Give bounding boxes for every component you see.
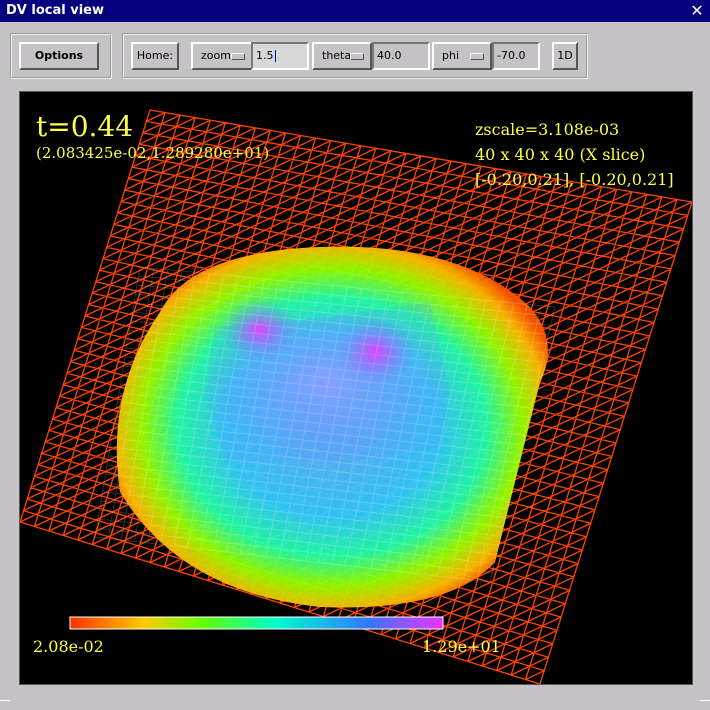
option-menu-indicator-icon bbox=[231, 53, 245, 60]
zscale-label: zscale=3.108e-03 bbox=[475, 120, 620, 139]
zoom-input[interactable]: 1.5 bbox=[251, 42, 309, 70]
theta-option-menu[interactable]: theta bbox=[312, 42, 372, 70]
resize-handle-left[interactable] bbox=[0, 700, 10, 709]
options-group bbox=[10, 33, 112, 79]
1d-button[interactable]: 1D bbox=[552, 42, 578, 70]
zoom-value: 1.5 bbox=[256, 49, 274, 62]
inner-mesh bbox=[94, 266, 556, 583]
resize-handle-right[interactable] bbox=[700, 700, 710, 709]
theta-value: 40.0 bbox=[377, 49, 402, 62]
window-titlebar: DV local view ✕ bbox=[0, 0, 710, 22]
range-label: (2.083425e-02,1.289280e+01) bbox=[36, 144, 270, 162]
window-title: DV local view bbox=[6, 3, 104, 18]
phi-label: phi bbox=[442, 49, 460, 62]
phi-value: -70.0 bbox=[497, 49, 526, 62]
render-viewport[interactable]: t=0.44 (2.083425e-02,1.289280e+01) zscal… bbox=[19, 91, 693, 685]
close-icon[interactable]: ✕ bbox=[690, 1, 704, 20]
option-menu-indicator-icon bbox=[470, 53, 484, 60]
grid-label: 40 x 40 x 40 (X slice) bbox=[475, 145, 646, 164]
time-label: t=0.44 bbox=[36, 110, 134, 143]
theta-label: theta bbox=[322, 49, 352, 62]
zoom-option-menu[interactable]: zoom bbox=[191, 42, 253, 70]
inner-mesh-lines bbox=[94, 266, 556, 583]
colorbar-min-label: 2.08e-02 bbox=[33, 637, 104, 656]
inner-surface bbox=[116, 246, 549, 608]
theta-input[interactable]: 40.0 bbox=[372, 42, 430, 70]
home-button[interactable]: Home: bbox=[131, 42, 179, 70]
text-caret bbox=[274, 50, 276, 62]
colorbar-max-label: 1.29e+01 bbox=[422, 637, 501, 656]
bounds-label: [-0.20,0.21], [-0.20,0.21] bbox=[475, 170, 674, 189]
surface-plot bbox=[20, 109, 692, 684]
phi-option-menu[interactable]: phi bbox=[432, 42, 492, 70]
colorbar bbox=[69, 616, 444, 630]
phi-input[interactable]: -70.0 bbox=[492, 42, 540, 70]
view-controls-group bbox=[122, 33, 588, 79]
zoom-label: zoom bbox=[201, 49, 231, 62]
option-menu-indicator-icon bbox=[350, 53, 364, 60]
window-bottom-edge bbox=[0, 700, 710, 710]
options-button[interactable]: Options bbox=[19, 42, 99, 70]
